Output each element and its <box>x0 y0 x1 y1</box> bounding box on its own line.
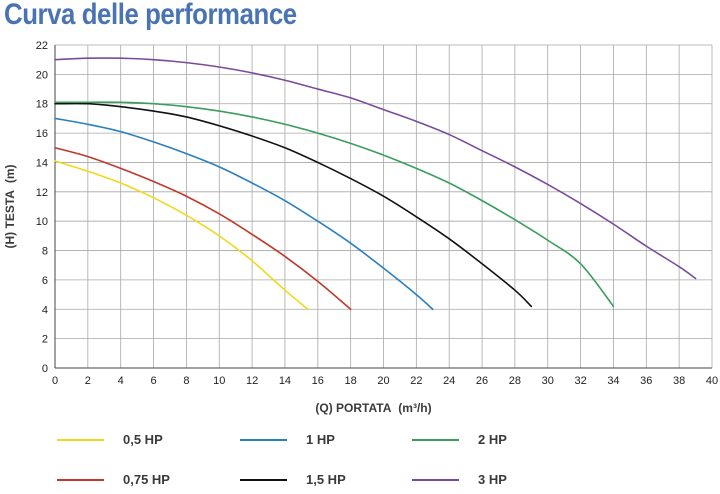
y-tick-label: 8 <box>42 246 48 258</box>
x-tick-label: 12 <box>246 375 258 387</box>
x-axis-label: (Q) PORTATA (m³/h) <box>315 401 431 415</box>
legend-item: 1 HP <box>240 432 335 447</box>
chart-series <box>54 57 697 311</box>
y-tick-label: 22 <box>36 40 48 52</box>
legend-label: 1,5 HP <box>306 472 346 487</box>
x-axis-label-unit: (m³/h) <box>398 401 431 415</box>
x-tick-label: 32 <box>574 375 586 387</box>
series-line-1 <box>54 146 352 311</box>
legend-label: 1 HP <box>306 432 335 447</box>
y-tick-label: 2 <box>42 334 48 346</box>
x-tick-label: 14 <box>279 375 291 387</box>
legend-label: 2 HP <box>478 432 507 447</box>
x-tick-label: 30 <box>542 375 554 387</box>
chart-axes <box>54 45 712 369</box>
x-tick-label: 6 <box>150 375 156 387</box>
x-tick-labels: 0 2 4 6 8 10 12 14 16 18 20 22 24 26 28 30 32 34 36 38 40 <box>52 375 718 387</box>
y-tick-labels: 0 2 4 6 8 10 12 14 16 18 20 22 <box>36 40 48 375</box>
x-tick-label: 34 <box>607 375 619 387</box>
series-line-0 <box>54 160 309 311</box>
x-tick-label: 36 <box>640 375 652 387</box>
x-tick-label: 26 <box>476 375 488 387</box>
y-tick-label: 6 <box>42 275 48 287</box>
series-line-5 <box>54 57 697 280</box>
series-line-2 <box>54 117 434 311</box>
y-tick-label: 12 <box>36 187 48 199</box>
y-tick-label: 20 <box>36 69 48 81</box>
x-tick-label: 18 <box>345 375 357 387</box>
x-tick-label: 4 <box>118 375 124 387</box>
series-line-4 <box>54 101 615 308</box>
y-tick-label: 18 <box>36 99 48 111</box>
x-tick-label: 22 <box>410 375 422 387</box>
legend-item: 3 HP <box>412 472 507 487</box>
x-tick-label: 8 <box>183 375 189 387</box>
y-tick-label: 16 <box>36 128 48 140</box>
legend-item: 0,5 HP <box>57 432 163 447</box>
y-tick-label: 10 <box>36 216 48 228</box>
x-tick-label: 28 <box>509 375 521 387</box>
legend-item: 0,75 HP <box>57 472 170 487</box>
y-axis-label: (H) TESTA (m) <box>3 164 17 248</box>
legend-item: 1,5 HP <box>240 472 346 487</box>
x-tick-label: 20 <box>377 375 389 387</box>
x-tick-label: 10 <box>213 375 225 387</box>
y-tick-label: 4 <box>42 304 48 316</box>
legend-label: 3 HP <box>478 472 507 487</box>
legend-label: 0,5 HP <box>123 432 163 447</box>
y-axis-label-main: (H) TESTA <box>3 190 17 249</box>
legend-item: 2 HP <box>412 432 507 447</box>
chart-legend: 0,5 HP 0,75 HP 1 HP 1,5 HP 2 HP 3 HP <box>57 432 507 487</box>
y-axis-label-unit: (m) <box>3 164 17 183</box>
x-tick-label: 2 <box>85 375 91 387</box>
x-tick-label: 24 <box>443 375 455 387</box>
chart-grid <box>54 44 713 369</box>
x-tick-label: 38 <box>673 375 685 387</box>
y-tick-label: 14 <box>36 157 48 169</box>
y-tick-label: 0 <box>42 363 48 375</box>
x-tick-label: 40 <box>706 375 718 387</box>
page-title: Curva delle performance <box>4 0 297 31</box>
x-tick-label: 0 <box>52 375 58 387</box>
series-line-3 <box>54 102 533 308</box>
legend-label: 0,75 HP <box>123 472 170 487</box>
x-axis-label-main: (Q) PORTATA <box>315 401 391 415</box>
x-tick-label: 16 <box>312 375 324 387</box>
